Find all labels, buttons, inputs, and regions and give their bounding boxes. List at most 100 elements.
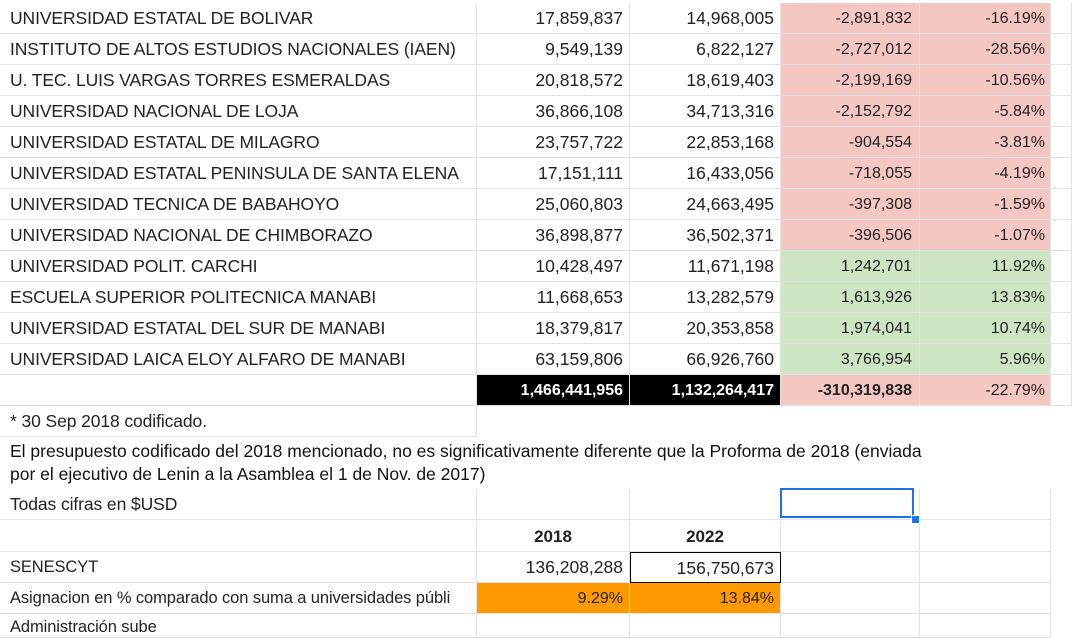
budget-2018-cell[interactable]: 17,151,111 [477,158,630,189]
empty-cell[interactable] [920,552,1051,583]
total-pct[interactable]: -22.79% [920,375,1051,406]
footnote-cell[interactable]: * 30 Sep 2018 codificado. [0,406,477,437]
empty-cell[interactable] [1051,375,1072,406]
budget-2022-cell[interactable]: 6,822,127 [630,34,781,65]
empty-cell[interactable] [1051,34,1072,65]
budget-2018-cell[interactable]: 18,379,817 [477,313,630,344]
empty-cell[interactable] [781,583,920,614]
empty-cell[interactable] [1051,344,1072,375]
percent-change-cell[interactable]: -28.56% [920,34,1051,65]
difference-cell[interactable]: -718,055 [781,158,920,189]
budget-2022-cell[interactable]: 36,502,371 [630,220,781,251]
budget-2022-cell[interactable]: 34,713,316 [630,96,781,127]
budget-2022-cell[interactable]: 13,282,579 [630,282,781,313]
allocation-label[interactable]: Asignacion en % comparado con suma a uni… [0,583,477,614]
empty-cell[interactable] [630,489,781,520]
budget-2018-cell[interactable]: 9,549,139 [477,34,630,65]
budget-2022-cell[interactable]: 20,353,858 [630,313,781,344]
empty-cell[interactable] [920,614,1051,638]
allocation-2022[interactable]: 13.84% [630,583,781,614]
empty-cell[interactable] [1051,65,1072,96]
allocation-2018[interactable]: 9.29% [477,583,630,614]
percent-change-cell[interactable]: -4.19% [920,158,1051,189]
empty-cell[interactable] [1051,282,1072,313]
budget-2022-cell[interactable]: 14,968,005 [630,3,781,34]
university-name-cell[interactable]: UNIVERSIDAD ESTATAL DE MILAGRO [0,127,477,158]
university-name-cell[interactable]: INSTITUTO DE ALTOS ESTUDIOS NACIONALES (… [0,34,477,65]
empty-cell[interactable] [1051,313,1072,344]
admin-label[interactable]: Administración sube [0,614,477,638]
budget-2022-cell[interactable]: 22,853,168 [630,127,781,158]
budget-2018-cell[interactable]: 17,859,837 [477,3,630,34]
empty-cell[interactable] [477,614,630,638]
percent-change-cell[interactable]: -1.59% [920,189,1051,220]
university-name-cell[interactable]: UNIVERSIDAD TECNICA DE BABAHOYO [0,189,477,220]
budget-2022-cell[interactable]: 18,619,403 [630,65,781,96]
percent-change-cell[interactable]: -10.56% [920,65,1051,96]
budget-2018-cell[interactable]: 63,159,806 [477,344,630,375]
university-name-cell[interactable]: UNIVERSIDAD LAICA ELOY ALFARO DE MANABI [0,344,477,375]
percent-change-cell[interactable]: -5.84% [920,96,1051,127]
university-name-cell[interactable]: UNIVERSIDAD ESTATAL DEL SUR DE MANABI [0,313,477,344]
difference-cell[interactable]: -396,506 [781,220,920,251]
empty-cell[interactable] [477,489,630,520]
difference-cell[interactable]: 3,766,954 [781,344,920,375]
difference-cell[interactable]: -2,727,012 [781,34,920,65]
fill-handle[interactable] [911,515,920,524]
difference-cell[interactable]: 1,974,041 [781,313,920,344]
selected-cell-outline[interactable] [780,488,914,518]
difference-cell[interactable]: -2,199,169 [781,65,920,96]
difference-cell[interactable]: -2,152,792 [781,96,920,127]
university-name-cell[interactable]: UNIVERSIDAD NACIONAL DE LOJA [0,96,477,127]
empty-cell[interactable] [1051,127,1072,158]
budget-2022-cell[interactable]: 66,926,760 [630,344,781,375]
percent-change-cell[interactable]: -1.07% [920,220,1051,251]
empty-cell[interactable] [781,614,920,638]
percent-change-cell[interactable]: -3.81% [920,127,1051,158]
empty-cell[interactable] [1051,3,1072,34]
university-name-cell[interactable]: UNIVERSIDAD POLIT. CARCHI [0,251,477,282]
empty-cell[interactable] [1051,251,1072,282]
budget-2018-cell[interactable]: 11,668,653 [477,282,630,313]
university-name-cell[interactable]: U. TEC. LUIS VARGAS TORRES ESMERALDAS [0,65,477,96]
total-2022[interactable]: 1,132,264,417 [630,375,781,406]
budget-2018-cell[interactable]: 10,428,497 [477,251,630,282]
total-2018[interactable]: 1,466,441,956 [477,375,630,406]
difference-cell[interactable]: 1,242,701 [781,251,920,282]
currency-cell[interactable]: Todas cifras en $USD [0,489,477,520]
budget-2022-cell[interactable]: 16,433,056 [630,158,781,189]
percent-change-cell[interactable]: 13.83% [920,282,1051,313]
budget-2018-cell[interactable]: 25,060,803 [477,189,630,220]
budget-2018-cell[interactable]: 36,898,877 [477,220,630,251]
year-2022-header[interactable]: 2022 [630,521,781,552]
empty-cell[interactable] [1051,220,1072,251]
empty-cell[interactable] [781,521,920,552]
percent-change-cell[interactable]: 11.92% [920,251,1051,282]
percent-change-cell[interactable]: -16.19% [920,3,1051,34]
difference-cell[interactable]: 1,613,926 [781,282,920,313]
university-name-cell[interactable]: UNIVERSIDAD ESTATAL DE BOLIVAR [0,3,477,34]
empty-cell[interactable] [781,552,920,583]
senescyt-2018[interactable]: 136,208,288 [477,552,630,583]
budget-2018-cell[interactable]: 20,818,572 [477,65,630,96]
empty-cell[interactable] [1051,158,1072,189]
senescyt-label[interactable]: SENESCYT [0,552,477,583]
empty-cell[interactable] [630,614,781,638]
percent-change-cell[interactable]: 5.96% [920,344,1051,375]
difference-cell[interactable]: -2,891,832 [781,3,920,34]
totals-label-cell[interactable] [0,375,477,406]
difference-cell[interactable]: -904,554 [781,127,920,158]
year-2018-header[interactable]: 2018 [477,521,630,552]
budget-2018-cell[interactable]: 23,757,722 [477,127,630,158]
empty-cell[interactable] [920,583,1051,614]
empty-cell[interactable] [0,521,477,552]
budget-2018-cell[interactable]: 36,866,108 [477,96,630,127]
percent-change-cell[interactable]: 10.74% [920,313,1051,344]
empty-cell[interactable] [920,521,1051,552]
senescyt-2022[interactable]: 156,750,673 [630,552,781,583]
empty-cell[interactable] [920,489,1051,520]
empty-cell[interactable] [1051,96,1072,127]
budget-2022-cell[interactable]: 11,671,198 [630,251,781,282]
university-name-cell[interactable]: ESCUELA SUPERIOR POLITECNICA MANABI [0,282,477,313]
difference-cell[interactable]: -397,308 [781,189,920,220]
